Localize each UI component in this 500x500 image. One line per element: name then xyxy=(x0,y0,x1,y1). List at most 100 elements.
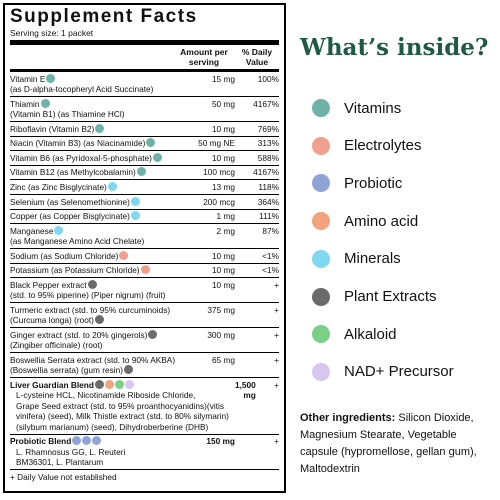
ingredient-text: Copper (as Copper Bisglycinate) xyxy=(10,211,130,222)
facts-row: Vitamin B6 (as Pyridoxal-5-phosphate) 10 … xyxy=(10,151,279,166)
legend-swatch xyxy=(312,362,330,381)
ingredient-line: (Vitamin B1) (as Thiamine HCl) xyxy=(10,109,179,119)
ingredient-line: (as D-alpha-tocopheryl Acid Succinate) xyxy=(10,84,179,94)
category-dot xyxy=(136,167,146,177)
legend-item: Minerals xyxy=(312,249,401,269)
facts-row: Black Pepper extract (std. to 95% piperin… xyxy=(10,278,279,304)
ingredient-line: Thiamin xyxy=(10,98,179,109)
ingredient-line: L. Rhamnosus GG, L. Reuteri xyxy=(10,447,179,457)
daily-value: 4167% xyxy=(253,98,279,109)
amount: 15 mg xyxy=(211,73,235,84)
facts-row: Manganese (as Manganese Amino Acid Chelat… xyxy=(10,224,279,250)
ingredient-text: Vitamin B6 (as Pyridoxal-5-phosphate) xyxy=(10,152,152,163)
ingredient-line: Manganese xyxy=(10,225,179,236)
category-dot xyxy=(107,181,117,191)
ingredient-line: Turmeric extract (std. to 95% curcuminoi… xyxy=(10,305,179,315)
daily-value: + xyxy=(274,304,279,315)
ingredient-text: BM36301, L. Plantarum xyxy=(16,456,104,467)
ingredient-line: L-cysteine HCL, Nicotinamide Riboside Ch… xyxy=(10,390,229,400)
ingredient-text: (silybum marianum) (seed), Dihydroberber… xyxy=(16,421,209,432)
header-amount: Amount per serving xyxy=(180,47,228,67)
amount: 1,500 mg xyxy=(235,379,256,401)
ingredient: Liver Guardian Blend L-cysteine HCL, Nico… xyxy=(10,379,229,432)
category-dot xyxy=(95,123,105,133)
ingredient-text: Thiamin xyxy=(10,98,40,109)
ingredient-text: Probiotic Blend xyxy=(10,436,72,447)
ingredient-line: (as Manganese Amino Acid Chelate) xyxy=(10,236,179,246)
category-dot xyxy=(119,250,129,260)
daily-value: 87% xyxy=(262,225,279,236)
category-dot xyxy=(148,329,158,339)
daily-value: 313% xyxy=(257,138,279,149)
daily-value: + xyxy=(274,379,279,390)
ingredient-text: Ginger extract (std. to 20% gingerols) xyxy=(10,329,148,340)
ingredient-text: Sodium (as Sodium Chloride) xyxy=(10,250,119,261)
category-dot xyxy=(146,138,156,148)
facts-row: Thiamin (Vitamin B1) (as Thiamine HCl) 50 … xyxy=(10,97,279,122)
legend-item: Amino acid xyxy=(312,211,418,231)
header-dv: % Daily Value xyxy=(241,47,273,67)
other-text: Silicon Dioxide, Magnesium Stearate, Veg… xyxy=(300,412,477,475)
ingredient-text: (Curcuma longa) (root) xyxy=(10,315,94,326)
amount: 10 mg xyxy=(211,250,235,261)
ingredient-line: Zinc (as Zinc Bisglycinate) xyxy=(10,181,179,192)
facts-row: Ginger extract (std. to 20% gingerols) (Z… xyxy=(10,328,279,354)
amount: 2 mg xyxy=(216,225,235,236)
ingredient: Selenium (as Selenomethionine) xyxy=(10,196,179,207)
daily-value: 100% xyxy=(257,73,279,84)
facts-row: Liver Guardian Blend L-cysteine HCL, Nico… xyxy=(10,378,279,435)
legend-swatch xyxy=(312,325,330,344)
ingredient-text: (std. to 95% piperine) (Piper nigrum) (f… xyxy=(10,290,166,301)
ingredient-line: Selenium (as Selenomethionine) xyxy=(10,196,179,207)
category-dot xyxy=(130,196,140,206)
ingredient-line: Vitamin E xyxy=(10,73,179,84)
amount: 10 mg xyxy=(211,152,235,163)
supplement-facts-panel: Supplement Facts Serving size: 1 packet … xyxy=(3,3,286,493)
ingredient: Vitamin B6 (as Pyridoxal-5-phosphate) xyxy=(10,152,179,163)
facts-row: Vitamin E (as D-alpha-tocopheryl Acid Suc… xyxy=(10,72,279,97)
category-dot xyxy=(152,152,162,162)
daily-value: + xyxy=(274,354,279,365)
amount: 50 mg NE xyxy=(198,138,235,149)
amount: 150 mg xyxy=(206,436,235,447)
legend-swatch xyxy=(312,174,330,193)
ingredient-text: vinifera) (seed), Milk Thistle extract (… xyxy=(16,411,229,422)
ingredient: Manganese (as Manganese Amino Acid Chelat… xyxy=(10,225,179,247)
ingredient: Potassium (as Potassium Chloride) xyxy=(10,265,179,275)
category-dot xyxy=(140,265,150,275)
footnote: + Daily Value not established xyxy=(10,471,117,482)
facts-row: Turmeric extract (std. to 95% curcuminoi… xyxy=(10,303,279,329)
other-label: Other ingredients: xyxy=(300,412,396,424)
daily-value: 588% xyxy=(257,152,279,163)
facts-row: Riboflavin (Vitamin B2) 10 mg 769% xyxy=(10,122,279,137)
ingredient: Black Pepper extract (std. to 95% piperin… xyxy=(10,279,179,301)
ingredient: Turmeric extract (std. to 95% curcuminoi… xyxy=(10,305,179,326)
ingredient-line: (Curcuma longa) (root) xyxy=(10,315,179,325)
amount: 13 mg xyxy=(211,181,235,192)
category-dot xyxy=(54,225,64,235)
amount: 1 mg xyxy=(216,211,235,222)
legend-item: Vitamins xyxy=(312,98,401,118)
legend-label: Minerals xyxy=(344,250,401,268)
ingredient-text: L-cysteine HCL, Nicotinamide Riboside Ch… xyxy=(16,390,196,401)
legend-label: Plant Extracts xyxy=(344,288,437,305)
legend-swatch xyxy=(312,99,330,117)
daily-value: 769% xyxy=(257,123,279,134)
ingredient-line: (Boswellia serrata) (gum resin) xyxy=(10,365,179,375)
ingredient-text: (Vitamin B1) (as Thiamine HCl) xyxy=(10,109,125,119)
category-dot xyxy=(123,365,133,375)
legend-label: NAD+ Precursor xyxy=(344,363,454,381)
category-dot xyxy=(82,436,92,446)
ingredient-text: (as Manganese Amino Acid Chelate) xyxy=(10,236,145,247)
facts-header: Amount per serving % Daily Value xyxy=(10,45,279,72)
daily-value: 118% xyxy=(258,181,279,192)
ingredient: Boswellia Serrata extract (std. to 90% A… xyxy=(10,355,179,376)
legend-label: Vitamins xyxy=(344,99,402,117)
ingredient-text: (Zingiber officinale) (root) xyxy=(10,340,103,351)
ingredient: Niacin (Vitamin B3) (as Niacinamide) xyxy=(10,138,179,148)
ingredient-text: Liver Guardian Blend xyxy=(10,379,94,390)
facts-row: Niacin (Vitamin B3) (as Niacinamide) 50 m… xyxy=(10,137,279,152)
ingredient-text: Niacin (Vitamin B3) (as Niacinamide) xyxy=(10,138,146,149)
ingredient-line: (silybum marianum) (seed), Dihydroberber… xyxy=(10,422,229,432)
ingredient-text: L. Rhamnosus GG, L. Reuteri xyxy=(16,446,126,457)
